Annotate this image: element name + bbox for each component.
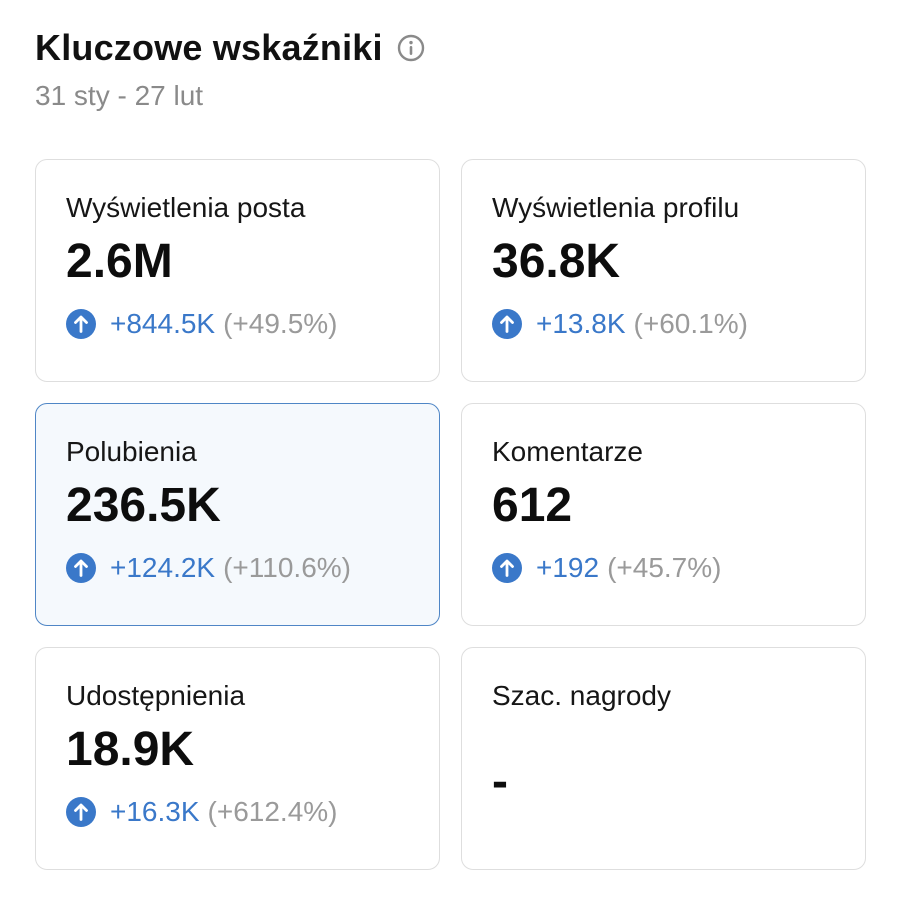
change-percent: (+49.5%) xyxy=(223,308,338,339)
metric-card-likes[interactable]: Polubienia 236.5K +124.2K (+110.6%) xyxy=(35,403,440,626)
metric-card-post-views[interactable]: Wyświetlenia posta 2.6M +844.5K (+49.5%) xyxy=(35,159,440,382)
date-range: 31 sty - 27 lut xyxy=(35,80,204,111)
metric-value: 236.5K xyxy=(66,479,221,532)
metric-label: Wyświetlenia posta xyxy=(66,192,306,223)
change-absolute: +13.8K xyxy=(536,308,626,339)
metric-label: Polubienia xyxy=(66,436,197,467)
change-percent: (+110.6%) xyxy=(223,552,351,583)
header: Kluczowe wskaźniki 31 sty - 27 lut xyxy=(35,24,425,112)
metric-change: +192 (+45.7%) xyxy=(492,550,865,586)
change-percent: (+60.1%) xyxy=(633,308,748,339)
change-percent: (+612.4%) xyxy=(207,796,338,827)
change-absolute: +192 xyxy=(536,552,600,583)
arrow-up-circle-icon xyxy=(492,309,522,339)
change-absolute: +16.3K xyxy=(110,796,200,827)
metric-value: 2.6M xyxy=(66,235,173,288)
metric-card-profile-views[interactable]: Wyświetlenia profilu 36.8K +13.8K (+60.1… xyxy=(461,159,866,382)
metrics-grid: Wyświetlenia posta 2.6M +844.5K (+49.5%)… xyxy=(35,159,866,870)
metric-label: Wyświetlenia profilu xyxy=(492,192,740,223)
metric-label: Komentarze xyxy=(492,436,643,467)
change-percent: (+45.7%) xyxy=(607,552,722,583)
info-circle-icon[interactable] xyxy=(397,34,425,62)
page-title: Kluczowe wskaźniki xyxy=(35,27,383,68)
metric-card-estimated-rewards[interactable]: Szac. nagrody - xyxy=(461,647,866,870)
metric-value: 18.9K xyxy=(66,723,195,776)
metric-change: +844.5K (+49.5%) xyxy=(66,306,439,342)
metric-card-comments[interactable]: Komentarze 612 +192 (+45.7%) xyxy=(461,403,866,626)
metric-value: 612 xyxy=(492,479,573,532)
metric-label: Szac. nagrody xyxy=(492,680,671,711)
change-absolute: +844.5K xyxy=(110,308,216,339)
arrow-up-circle-icon xyxy=(66,309,96,339)
metric-label: Udostępnienia xyxy=(66,680,246,711)
metric-change: +13.8K (+60.1%) xyxy=(492,306,865,342)
arrow-up-circle-icon xyxy=(66,797,96,827)
metric-change: +124.2K (+110.6%) xyxy=(66,550,439,586)
change-absolute: +124.2K xyxy=(110,552,216,583)
metric-card-shares[interactable]: Udostępnienia 18.9K +16.3K (+612.4%) xyxy=(35,647,440,870)
arrow-up-circle-icon xyxy=(66,553,96,583)
metric-change: +16.3K (+612.4%) xyxy=(66,794,439,830)
arrow-up-circle-icon xyxy=(492,553,522,583)
title-row: Kluczowe wskaźniki xyxy=(35,24,425,72)
metric-value: - xyxy=(492,755,508,808)
metric-value: 36.8K xyxy=(492,235,621,288)
